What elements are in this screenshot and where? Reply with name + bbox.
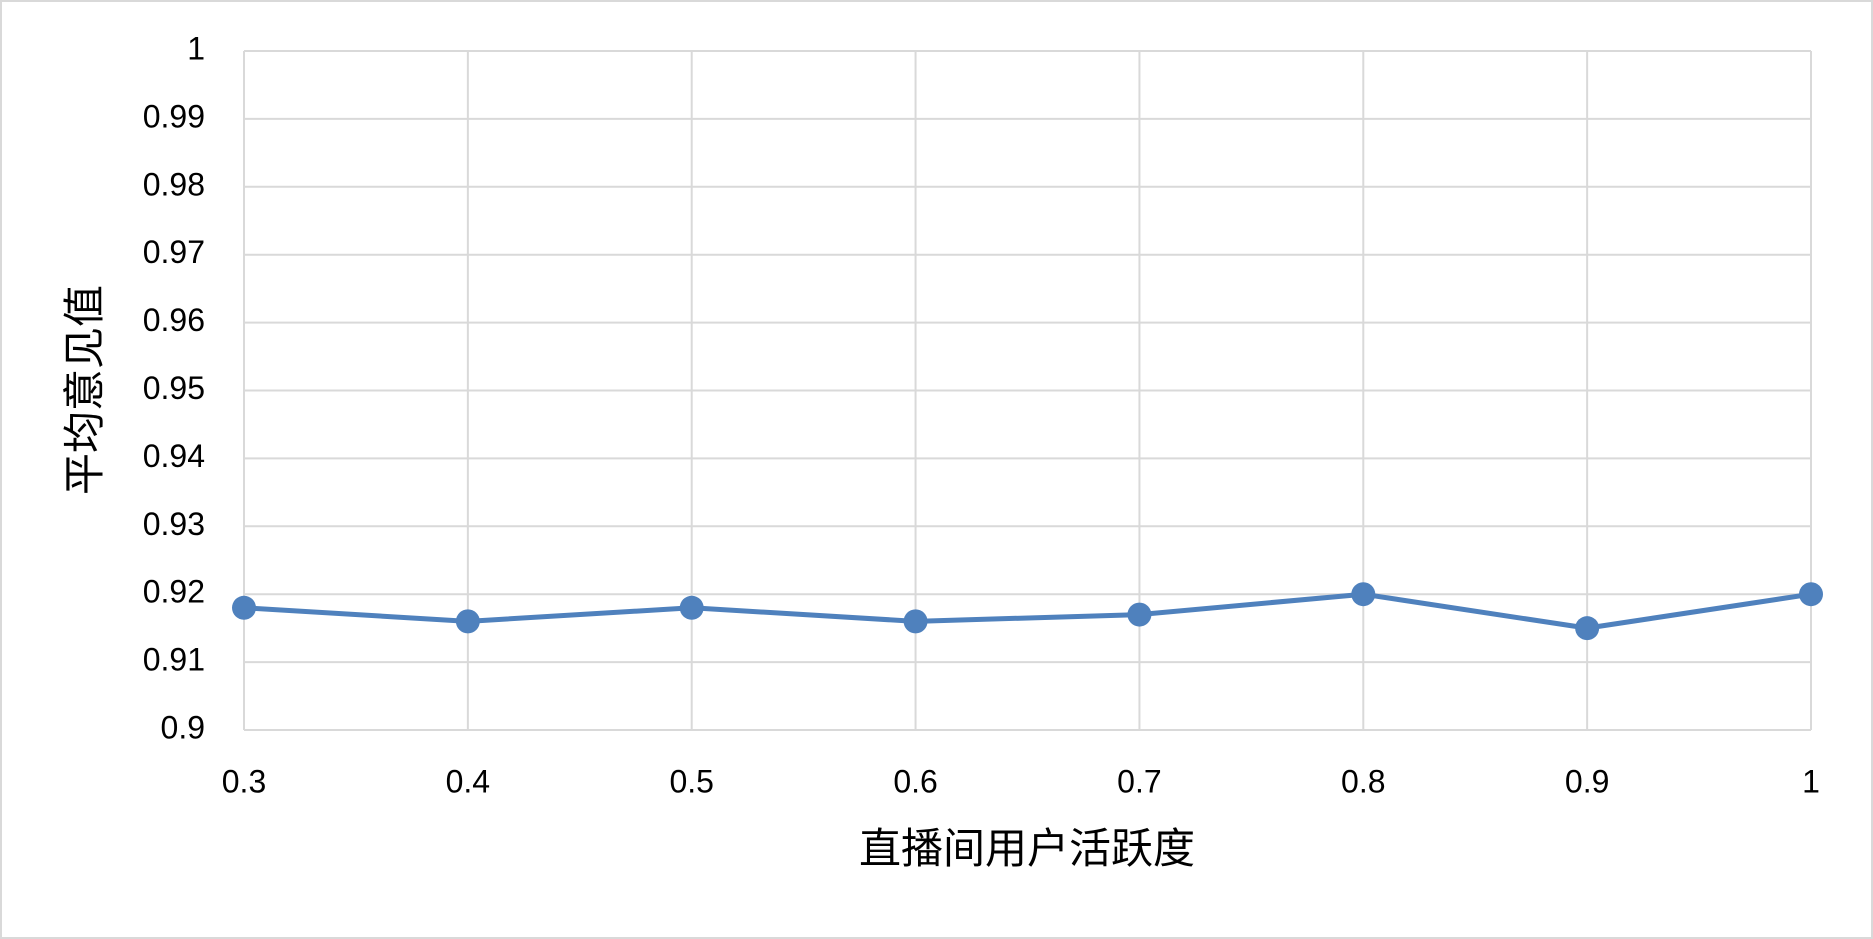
marker (232, 595, 256, 620)
y-tick-label: 0.97 (143, 234, 205, 270)
marker (455, 609, 480, 634)
y-tick-label: 0.95 (143, 370, 205, 406)
marker (1351, 582, 1376, 607)
marker (1575, 616, 1600, 641)
x-tick-label: 0.7 (1117, 763, 1161, 799)
x-tick-label: 0.5 (669, 763, 713, 799)
marker (903, 609, 928, 634)
marker (679, 595, 704, 620)
x-tick-label: 0.8 (1341, 763, 1385, 799)
y-tick-label: 0.93 (143, 506, 205, 542)
y-tick-label: 0.94 (143, 438, 205, 474)
marker (1127, 602, 1152, 627)
y-tick-label: 1 (187, 30, 205, 66)
x-tick-label: 0.4 (446, 763, 490, 799)
y-tick-label: 0.99 (143, 98, 205, 134)
y-tick-label: 0.98 (143, 166, 205, 202)
x-tick-label: 0.6 (893, 763, 937, 799)
x-tick-label: 1 (1802, 763, 1820, 799)
y-axis-title: 平均意见值 (61, 285, 108, 495)
x-axis-title: 直播间用户活跃度 (859, 825, 1195, 872)
y-tick-label: 0.91 (143, 642, 205, 678)
marker (1799, 582, 1823, 607)
line (243, 591, 1812, 631)
y-tick-label: 0.92 (143, 574, 205, 610)
y-tick-label: 0.96 (143, 302, 205, 338)
x-tick-label: 0.9 (1565, 763, 1609, 799)
y-tick-label: 0.9 (161, 709, 205, 745)
x-tick-label: 0.3 (222, 763, 266, 799)
